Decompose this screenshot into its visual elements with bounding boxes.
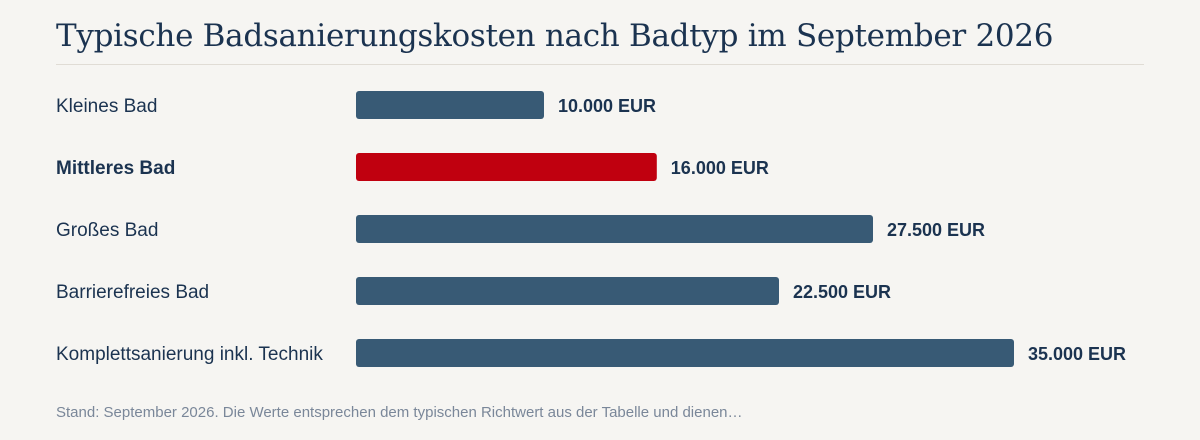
bar	[356, 215, 873, 243]
bar-highlighted	[356, 153, 657, 181]
title-divider	[56, 64, 1144, 65]
value-label: 27.500 EUR	[887, 220, 985, 240]
bar	[356, 277, 779, 305]
category-label: Kleines Bad	[56, 96, 157, 117]
value-label: 16.000 EUR	[671, 158, 769, 178]
category-label: Barrierefreies Bad	[56, 282, 209, 303]
bar	[356, 91, 544, 119]
chart-title: Typische Badsanierungskosten nach Badtyp…	[56, 18, 1054, 54]
category-label: Mittleres Bad	[56, 158, 175, 179]
value-label: 35.000 EUR	[1028, 344, 1126, 364]
footnote: Stand: September 2026. Die Werte entspre…	[56, 404, 743, 421]
bar	[356, 339, 1014, 367]
category-label: Komplettsanierung inkl. Technik	[56, 344, 323, 365]
category-label: Großes Bad	[56, 220, 158, 241]
value-label: 22.500 EUR	[793, 282, 891, 302]
value-label: 10.000 EUR	[558, 96, 656, 116]
